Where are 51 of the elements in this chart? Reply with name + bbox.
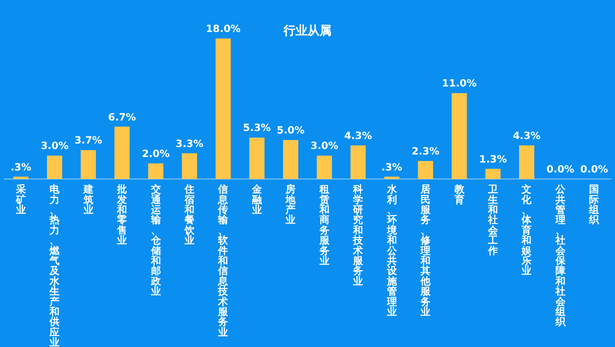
bar	[148, 163, 164, 179]
data-label: .3%	[10, 162, 32, 174]
x-tick-label: 批发和零售业	[116, 184, 128, 247]
bar	[519, 145, 534, 179]
data-label: 2.0%	[142, 148, 170, 160]
data-label: 0.0%	[546, 164, 574, 176]
bar	[216, 38, 231, 179]
data-label: 2.3%	[412, 146, 440, 158]
data-label: 3.0%	[40, 141, 68, 152]
bar	[80, 150, 96, 179]
category-label: 公共管理、社会保障和社会组织	[555, 184, 566, 328]
data-label: 4.3%	[344, 131, 372, 142]
data-label: .3%	[381, 162, 402, 174]
data-label: 18.0%	[206, 24, 241, 35]
bar	[350, 145, 366, 179]
chart-title: 行业从属	[282, 23, 332, 38]
category-label: 电力、热力、燃气及水生产和供应业	[50, 184, 60, 347]
bar	[182, 153, 198, 179]
data-label: 3.3%	[176, 138, 204, 150]
x-tick-label: 教育	[453, 184, 466, 206]
data-label: 3.0%	[310, 141, 338, 152]
category-label: 水利、环境和公共设施管理业	[386, 184, 397, 318]
x-tick-label: 住宿和餐饮业	[183, 184, 196, 247]
x-tick-label: 采矿业	[14, 184, 26, 216]
bar	[418, 161, 434, 179]
x-tick-label: 建筑业	[82, 184, 94, 216]
x-tick-label: 卫生和社会工作	[486, 184, 499, 257]
bar	[452, 93, 467, 179]
category-label: 信息传输、软件和信息技术服务业	[218, 184, 228, 338]
data-label: 5.0%	[276, 126, 305, 137]
data-label: 5.3%	[243, 123, 271, 134]
data-label: 4.3%	[512, 131, 541, 142]
category-label: 居民服务、修理和其他服务业	[420, 184, 431, 318]
bar	[283, 140, 298, 179]
data-label: 1.3%	[479, 154, 507, 166]
data-label: 6.7%	[108, 112, 136, 124]
category-label: 文化、体育和娱乐业	[522, 184, 532, 278]
category-label: 交通运输、仓储和邮政业	[150, 184, 161, 298]
bar	[114, 126, 130, 179]
bar	[46, 156, 62, 179]
bar	[316, 156, 332, 179]
data-label: 3.7%	[74, 136, 102, 147]
x-tick-label: 国际组织	[588, 184, 600, 226]
bar	[485, 168, 501, 179]
x-tick-label: 租赁和商务服务业	[318, 184, 330, 267]
data-label: 0.0%	[580, 164, 608, 176]
bar	[249, 138, 265, 179]
x-tick-label: 房地产业	[284, 184, 297, 226]
category-label: 科学研究和技术服务业	[353, 184, 364, 288]
data-label: 11.0%	[442, 78, 477, 90]
x-tick-label: 金融业	[250, 184, 263, 216]
